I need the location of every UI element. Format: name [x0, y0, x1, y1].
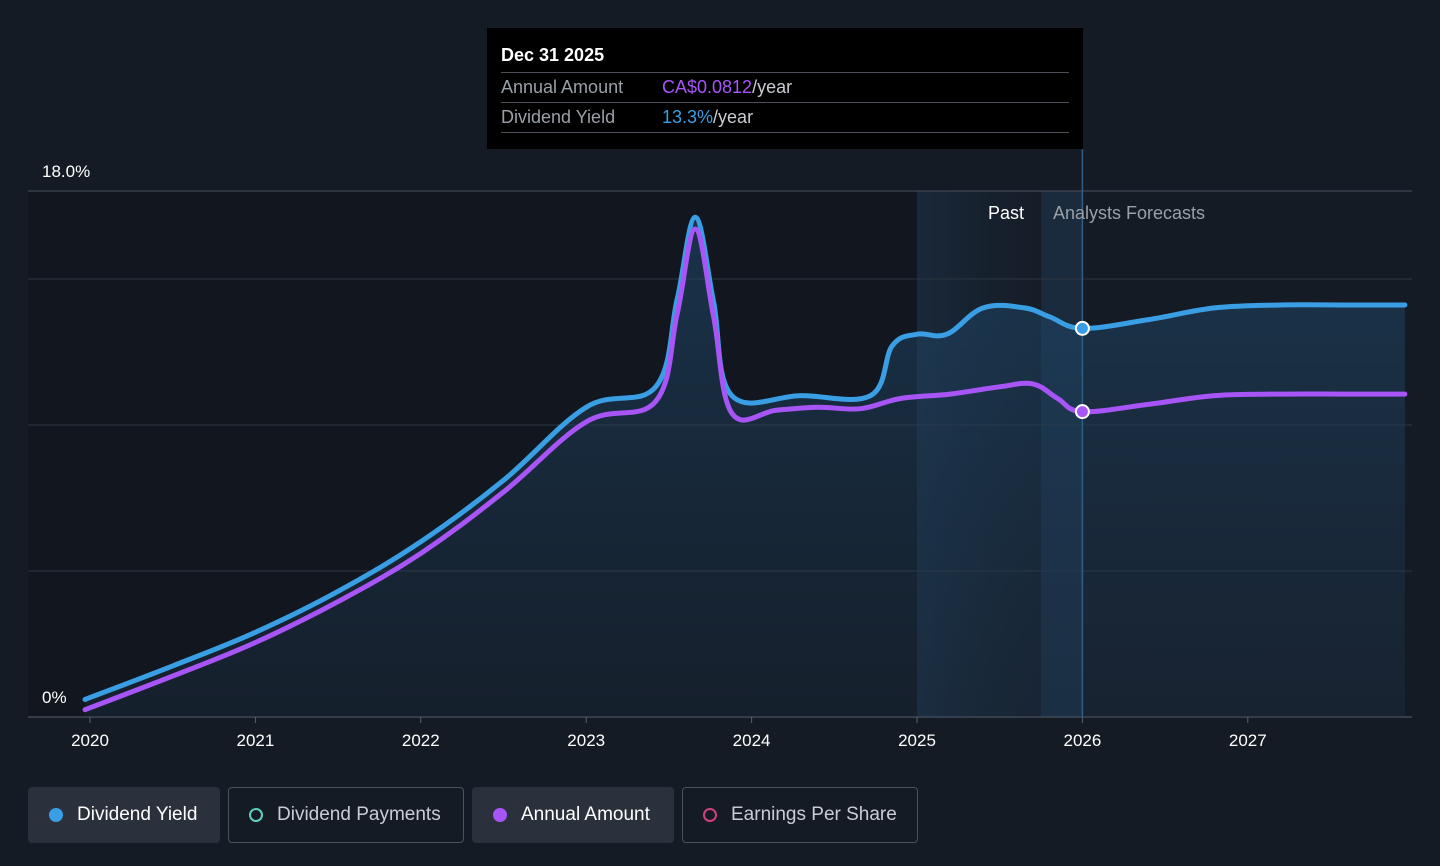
annual-amount-line — [82, 226, 1408, 713]
legend-item-annual-amount[interactable]: Annual Amount — [472, 787, 674, 843]
legend-label: Earnings Per Share — [731, 804, 897, 825]
x-tick-label: 2025 — [898, 731, 936, 750]
dividend-yield-marker[interactable] — [1074, 320, 1090, 336]
tooltip-value: CA$0.0812 — [662, 77, 753, 97]
legend-label: Annual Amount — [521, 804, 650, 825]
legend-label: Dividend Payments — [277, 804, 441, 825]
tooltip-label: Annual Amount — [501, 77, 624, 97]
tooltip-unit: /year — [713, 107, 754, 127]
x-axis: 2020 2021 2022 2023 2024 2025 2026 2027 — [71, 717, 1267, 750]
x-tick-label: 2027 — [1229, 731, 1267, 750]
forecast-region-label: Analysts Forecasts — [1053, 203, 1205, 223]
legend-item-dividend-yield[interactable]: Dividend Yield — [28, 787, 220, 843]
dividend-yield-area — [85, 217, 1405, 717]
dividend-yield-dot-icon — [49, 808, 63, 822]
tooltip-row-annual-amount: Annual Amount CA$0.0812 /year — [501, 73, 1069, 103]
dividend-yield-line — [82, 214, 1408, 702]
tooltip-row-dividend-yield: Dividend Yield 13.3% /year — [501, 103, 1069, 133]
y-axis-top-label: 18.0% — [42, 162, 90, 181]
chart-legend: Dividend Yield Dividend Payments Annual … — [28, 787, 918, 843]
y-axis-bottom-label: 0% — [42, 688, 67, 707]
annual-amount-marker[interactable] — [1074, 404, 1090, 420]
legend-item-earnings-per-share[interactable]: Earnings Per Share — [682, 787, 918, 843]
tooltip-unit: /year — [752, 77, 793, 97]
tooltip-label: Dividend Yield — [501, 107, 616, 127]
legend-label: Dividend Yield — [77, 804, 198, 825]
x-tick-label: 2024 — [733, 731, 771, 750]
dividend-payments-ring-icon — [249, 808, 263, 822]
earnings-per-share-ring-icon — [703, 808, 717, 822]
tooltip-value: 13.3% — [662, 107, 714, 127]
x-tick-label: 2022 — [402, 731, 440, 750]
annual-amount-dot-icon — [493, 808, 507, 822]
chart-tooltip: Dec 31 2025 Annual Amount CA$0.0812 /yea… — [487, 28, 1083, 149]
tooltip-date: Dec 31 2025 — [501, 42, 1069, 73]
legend-item-dividend-payments[interactable]: Dividend Payments — [228, 787, 464, 843]
past-region-label: Past — [988, 203, 1024, 223]
x-tick-label: 2023 — [567, 731, 605, 750]
x-tick-label: 2020 — [71, 731, 109, 750]
x-tick-label: 2021 — [236, 731, 274, 750]
x-tick-label: 2026 — [1063, 731, 1101, 750]
